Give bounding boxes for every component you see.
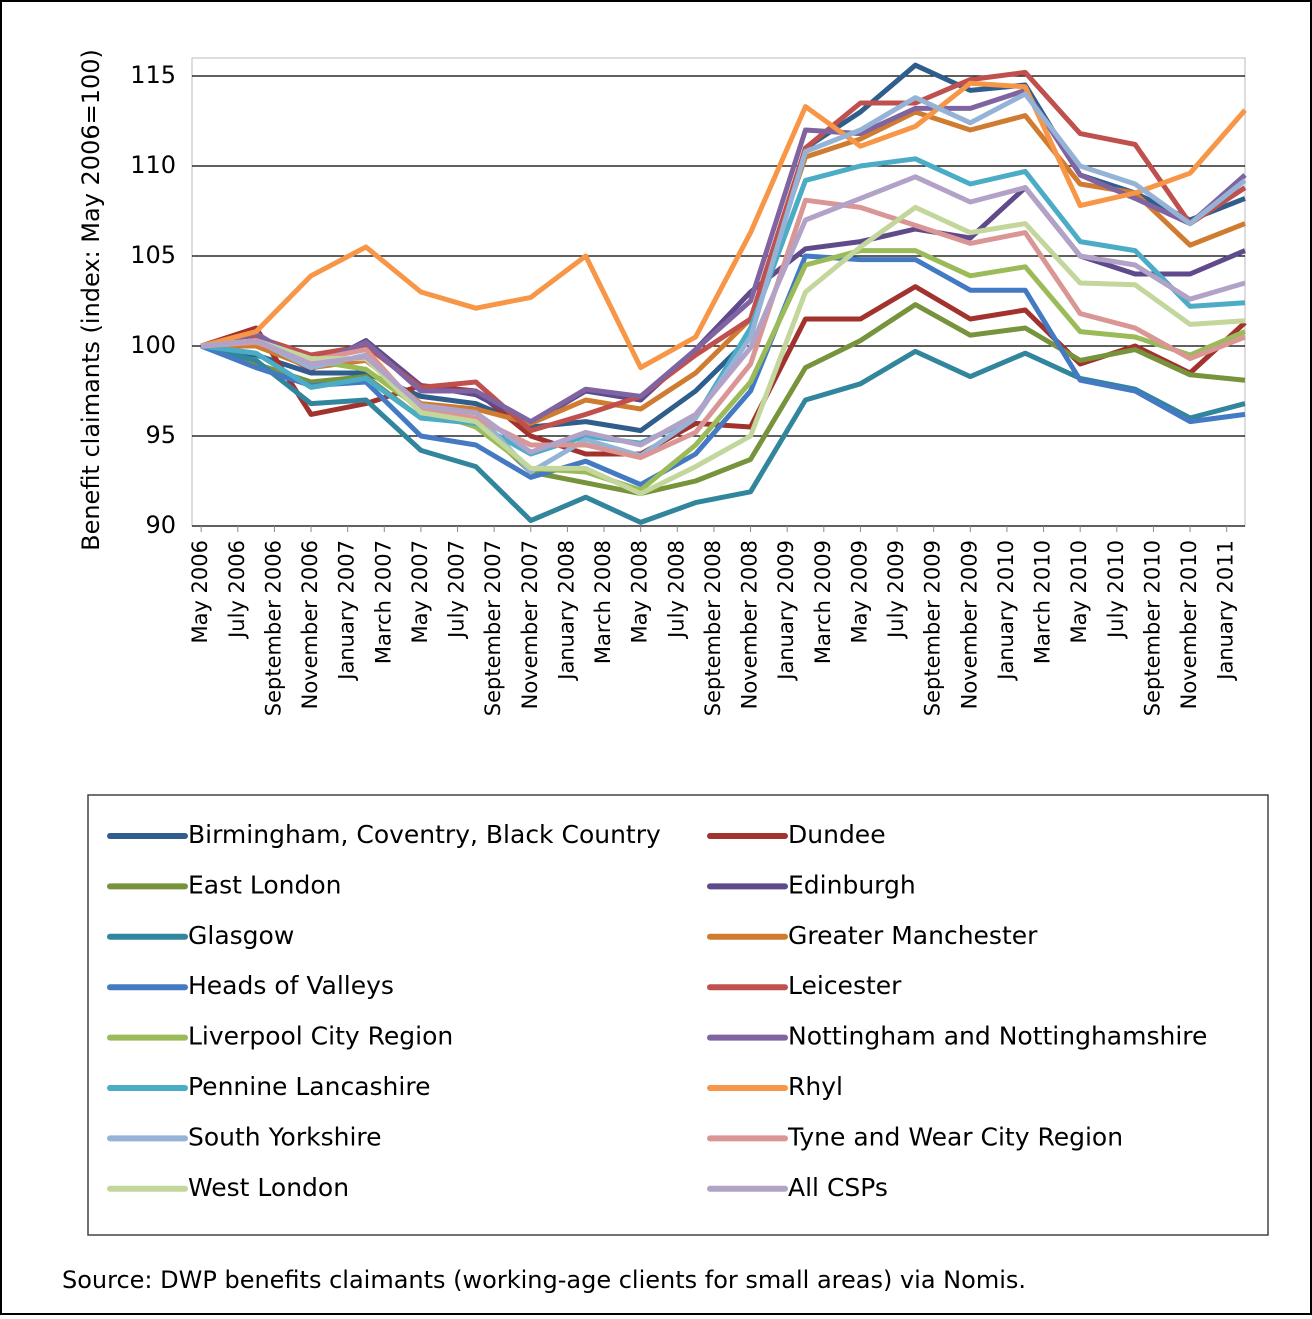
x-tick-label: September 2010 [1140,540,1164,716]
legend-label: All CSPs [788,1173,888,1202]
x-tick-label: January 2007 [335,540,359,682]
x-tick-label: March 2010 [1031,540,1055,664]
x-tick-label: November 2008 [738,540,762,709]
x-tick-label: July 2006 [225,540,249,640]
x-tick-label: March 2007 [371,540,395,664]
x-tick-label: May 2010 [1067,540,1091,644]
legend-label: Leicester [788,971,902,1000]
x-tick-label: November 2006 [298,540,322,709]
legend-label: Glasgow [188,921,294,950]
series-line [200,343,1246,525]
legend-label: East London [188,870,342,899]
y-tick-label: 115 [130,61,176,89]
series-line [200,253,1246,488]
x-tick-label: January 2009 [774,540,798,682]
x-tick-label: November 2009 [957,540,981,709]
x-tick-label: March 2008 [591,540,615,664]
x-tick-label: May 2008 [628,540,652,644]
x-tick-label: November 2007 [518,540,542,709]
x-tick-label: September 2008 [701,540,725,716]
y-tick-label: 105 [130,241,176,269]
legend-label: Tyne and Wear City Region [787,1122,1123,1151]
x-tick-label: March 2009 [811,540,835,664]
series-line [200,87,1247,425]
x-tick-label: July 2007 [445,540,469,640]
y-tick-label: 95 [145,421,176,449]
x-tick-label: July 2009 [884,540,908,640]
x-tick-label: May 2007 [408,540,432,644]
series-line [200,197,1246,461]
x-tick-label: January 2008 [554,540,578,682]
x-tick-label: September 2009 [921,540,945,716]
legend-label: Heads of Valleys [188,971,394,1000]
legend-label: Dundee [788,820,886,849]
y-tick-label: 110 [130,151,176,179]
x-tick-label: September 2006 [261,540,285,716]
x-tick-label: January 2010 [994,540,1018,682]
legend-label: Rhyl [788,1072,843,1101]
x-tick-label: January 2011 [1214,540,1238,682]
legend-label: Pennine Lancashire [188,1072,430,1101]
legend-label: Birmingham, Coventry, Black Country [188,820,661,849]
x-tick-label: September 2007 [481,540,505,716]
legend-label: Nottingham and Nottinghamshire [788,1022,1207,1051]
series-line [200,156,1246,457]
x-tick-label: May 2009 [847,540,871,644]
y-tick-label: 100 [130,331,176,359]
x-tick-label: November 2010 [1177,540,1201,709]
series-line [200,80,1247,371]
x-tick-label: May 2006 [188,540,212,644]
source-note: Source: DWP benefits claimants (working-… [62,1266,1026,1294]
y-axis-title: Benefit claimants (index: May 2006=100) [77,49,105,551]
series-line [200,174,1246,455]
legend-label: South Yorkshire [188,1122,382,1151]
x-tick-label: July 2008 [664,540,688,640]
legend-label: West London [188,1173,349,1202]
y-tick-label: 90 [145,511,176,539]
legend-label: Liverpool City Region [188,1022,453,1051]
legend-label: Greater Manchester [788,921,1038,950]
legend-box [87,794,1269,1236]
x-tick-label: July 2010 [1104,540,1128,640]
series-line [200,248,1246,493]
legend-label: Edinburgh [788,870,916,899]
